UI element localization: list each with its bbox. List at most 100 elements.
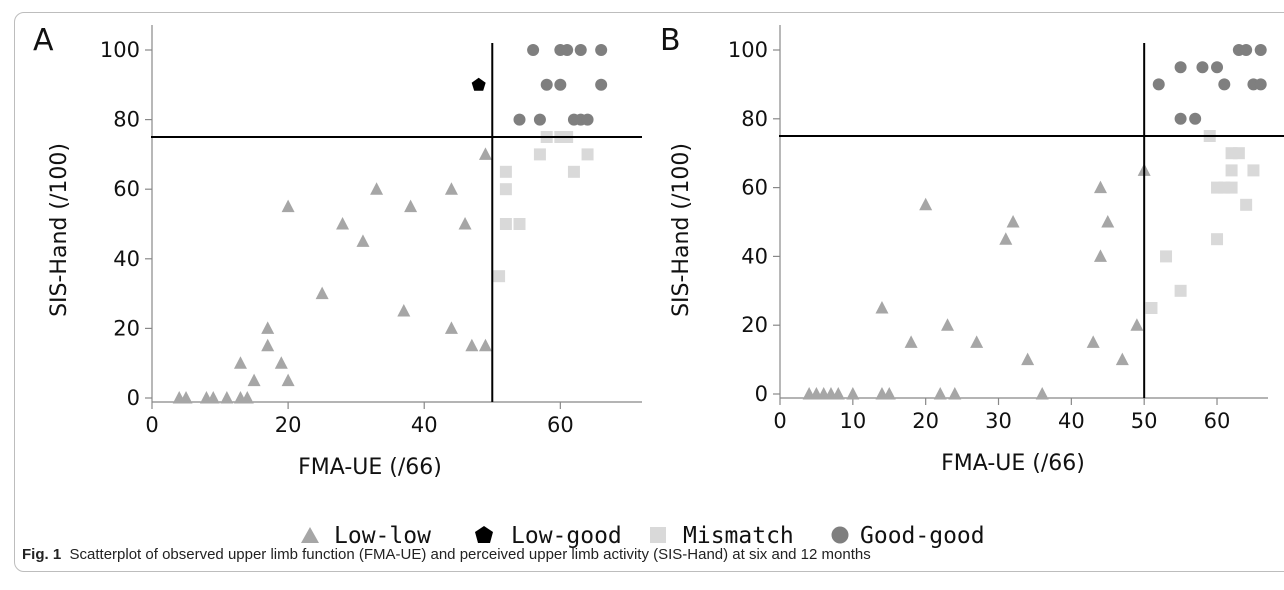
- point-mismatch-3: [499, 218, 512, 230]
- point-mismatch-4: [1211, 233, 1224, 246]
- point-low-low-11: [933, 387, 947, 400]
- panel-a-y-axis-label: SIS-Hand (/100): [47, 143, 72, 317]
- x-tick-label: 10: [839, 409, 866, 433]
- point-good-good-4: [595, 44, 608, 56]
- x-tick-label: 30: [985, 409, 1012, 433]
- legend: Low-low Low-good Mismatch Good-good: [301, 523, 985, 549]
- point-good-good-5: [1211, 61, 1224, 74]
- point-low-low-8: [247, 373, 261, 387]
- point-low-low-19: [404, 199, 418, 213]
- point-good-good-1: [1174, 61, 1187, 74]
- x-tick-label: 20: [275, 413, 302, 437]
- point-low-low-16: [356, 234, 370, 247]
- point-low-low-20: [444, 182, 458, 195]
- point-good-good-6: [554, 78, 567, 91]
- point-low-low-24: [478, 338, 492, 352]
- legend-item-mismatch: Mismatch: [650, 523, 794, 549]
- legend-item-low-good: Low-good: [475, 523, 622, 549]
- y-tick-label: 80: [741, 107, 768, 131]
- y-tick-label: 60: [741, 176, 768, 200]
- point-mismatch-11: [1240, 198, 1253, 211]
- point-low-low-10: [261, 321, 275, 334]
- x-tick-label: 0: [773, 409, 786, 433]
- caption-text: Scatterplot of observed upper limb funct…: [69, 546, 871, 563]
- point-low-low-8: [875, 301, 889, 314]
- y-tick-label: 0: [755, 382, 768, 406]
- point-low-low-24: [1130, 318, 1144, 331]
- point-mismatch-5: [533, 148, 546, 161]
- point-low-low-12: [941, 318, 955, 331]
- legend-circle-icon: [831, 526, 849, 544]
- point-low-low-17: [370, 182, 384, 195]
- point-low-low-7: [882, 387, 896, 400]
- point-low-low-14: [315, 286, 329, 300]
- point-low-low-13: [948, 387, 962, 400]
- point-low-low-21: [444, 321, 458, 334]
- point-low-low-5: [846, 387, 860, 400]
- point-good-good-11: [1254, 44, 1267, 56]
- point-low-low-1: [179, 391, 193, 404]
- point-good-good-10: [1254, 78, 1267, 91]
- point-low-low-18: [1035, 387, 1049, 400]
- point-good-good-3: [1189, 112, 1202, 125]
- y-tick-label: 60: [113, 177, 140, 201]
- point-good-good-3: [574, 44, 587, 56]
- point-low-low-13: [281, 199, 295, 213]
- point-low-low-20: [1093, 249, 1107, 262]
- x-tick-label: 40: [411, 413, 438, 437]
- point-low-low-3: [206, 391, 220, 404]
- point-low-low-9: [261, 338, 275, 352]
- point-low-low-18: [397, 304, 411, 317]
- point-good-good-8: [1240, 44, 1253, 56]
- legend-triangle-icon: [301, 527, 319, 543]
- point-mismatch-10: [1232, 147, 1245, 160]
- point-good-good-6: [1218, 78, 1231, 91]
- point-low-low-12: [281, 373, 295, 387]
- point-mismatch-8: [1225, 164, 1238, 177]
- point-good-good-9: [533, 113, 546, 126]
- point-low-low-22: [1101, 215, 1115, 228]
- point-good-good-4: [1196, 61, 1209, 74]
- y-tick-label: 20: [113, 316, 140, 340]
- x-tick-label: 20: [912, 409, 939, 433]
- point-low-low-21: [1093, 180, 1107, 194]
- point-low-low-6: [240, 391, 254, 404]
- legend-item-low-low: Low-low: [301, 523, 431, 549]
- point-low-low-4: [831, 387, 845, 400]
- y-tick-label: 0: [127, 386, 140, 410]
- x-tick-label: 60: [1204, 409, 1231, 433]
- point-mismatch-1: [499, 165, 512, 178]
- legend-label-low-low: Low-low: [334, 523, 431, 549]
- point-mismatch-2: [1174, 284, 1187, 297]
- legend-label-low-good: Low-good: [511, 523, 622, 549]
- point-good-good-0: [527, 44, 540, 56]
- panel-b-x-axis-label: FMA-UE (/66): [941, 451, 1085, 476]
- y-tick-label: 80: [113, 108, 140, 132]
- point-mismatch-12: [1247, 164, 1260, 177]
- caption-label: Fig. 1: [22, 546, 62, 563]
- point-low-low-17: [1021, 352, 1035, 366]
- point-low-low-23: [1115, 352, 1129, 366]
- legend-square-icon: [650, 527, 666, 543]
- y-tick-label: 20: [741, 313, 768, 337]
- x-tick-label: 0: [145, 413, 158, 437]
- point-mismatch-7: [1225, 181, 1238, 194]
- y-tick-label: 40: [741, 244, 768, 268]
- figure-frame: [14, 12, 1284, 572]
- point-mismatch-2: [499, 183, 512, 196]
- point-mismatch-10: [581, 148, 594, 161]
- point-low-low-23: [465, 338, 479, 352]
- figure-caption: Fig. 1 Scatterplot of observed upper lim…: [22, 546, 871, 563]
- point-good-good-2: [1174, 112, 1187, 125]
- point-mismatch-1: [1160, 250, 1173, 263]
- panel-a-letter: A: [33, 23, 54, 58]
- point-low-low-11: [274, 356, 288, 369]
- point-good-good-12: [581, 113, 594, 126]
- point-low-low-19: [1086, 335, 1100, 348]
- point-low-low-15: [336, 217, 350, 230]
- y-tick-label: 40: [113, 247, 140, 271]
- legend-pentagon-icon: [475, 526, 493, 543]
- point-low-low-15: [999, 232, 1013, 245]
- point-low-low-7: [233, 356, 247, 369]
